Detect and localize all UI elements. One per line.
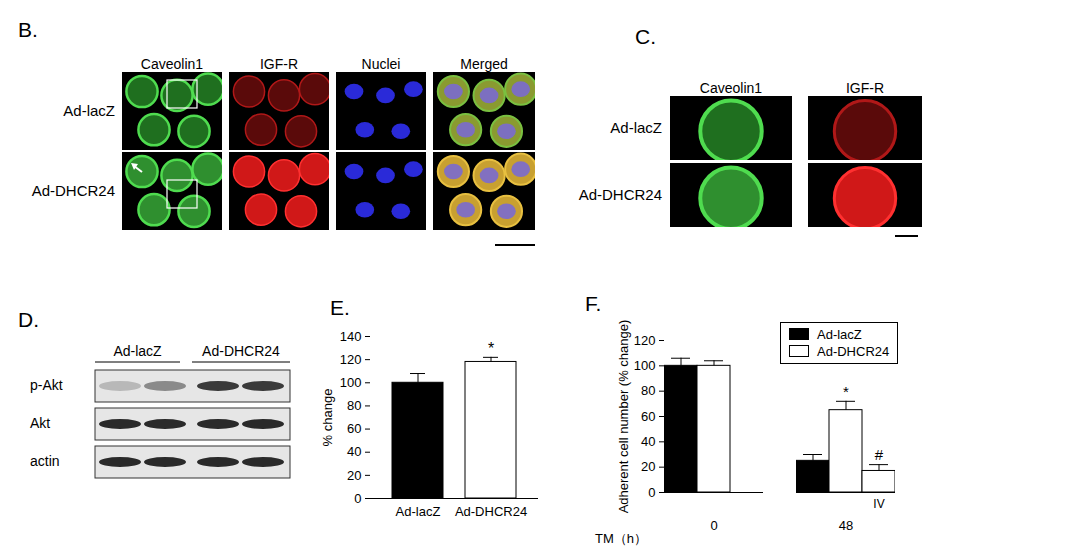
html-text:Ad-DHCR24: Ad-DHCR24	[202, 343, 280, 359]
svg-text:Ad-DHCR24: Ad-DHCR24	[455, 504, 527, 519]
svg-text:80: 80	[347, 398, 361, 413]
svg-text:*: *	[843, 383, 849, 400]
html-text:Akt: Akt	[30, 415, 51, 431]
html-text:TM（h）: TM（h）	[595, 531, 647, 546]
svg-text:60: 60	[641, 409, 655, 424]
svg-text:100: 100	[634, 358, 656, 373]
svg-text:Ad-lacZ: Ad-lacZ	[396, 504, 441, 519]
svg-text:60: 60	[347, 421, 361, 436]
html-text:Ad-DHCR24: Ad-DHCR24	[31, 182, 115, 199]
html-text:Ad-lacZ: Ad-lacZ	[63, 102, 115, 119]
svg-text:Adherent cell number (% change: Adherent cell number (% change)	[616, 320, 631, 514]
html-text:Ad-DHCR24: Ad-DHCR24	[578, 186, 662, 203]
svg-text:0: 0	[710, 518, 717, 533]
html-text:Merged: Merged	[460, 56, 508, 72]
svg-text:IV: IV	[873, 497, 884, 511]
svg-text:40: 40	[641, 434, 655, 449]
html-text:Ad-lacZ: Ad-lacZ	[113, 343, 162, 359]
html-text:actin: actin	[30, 453, 60, 469]
svg-text:20: 20	[347, 468, 361, 483]
svg-text:*: *	[488, 340, 494, 357]
svg-text:100: 100	[340, 375, 362, 390]
svg-text:80: 80	[641, 383, 655, 398]
svg-text:% change: % change	[320, 389, 335, 447]
html-text:IGF-R: IGF-R	[259, 56, 299, 72]
html-text:E.: E.	[330, 296, 350, 319]
html-text:IGF-R: IGF-R	[845, 80, 885, 96]
html-text:Nuclei: Nuclei	[361, 56, 401, 72]
svg-text:#: #	[875, 446, 884, 463]
html-text:B.: B.	[18, 18, 38, 41]
html-text:Ad-lacZ: Ad-lacZ	[610, 119, 662, 136]
html-text:C.: C.	[635, 25, 656, 48]
svg-text:40: 40	[347, 444, 361, 459]
svg-text:120: 120	[634, 333, 656, 348]
html-text:Ad-lacZ: Ad-lacZ	[817, 327, 862, 342]
svg-text:140: 140	[340, 329, 362, 344]
svg-text:48: 48	[839, 518, 853, 533]
html-text:Caveolin1: Caveolin1	[699, 80, 763, 96]
html-text:p-Akt: p-Akt	[30, 377, 63, 393]
svg-text:20: 20	[641, 459, 655, 474]
html-text:Ad-DHCR24: Ad-DHCR24	[817, 344, 890, 359]
html-text:D.: D.	[18, 308, 39, 331]
html-text:Caveolin1: Caveolin1	[140, 56, 204, 72]
svg-text:120: 120	[340, 352, 362, 367]
html-text:F.: F.	[585, 292, 602, 315]
svg-text:0: 0	[648, 485, 655, 500]
svg-text:0: 0	[354, 491, 361, 506]
